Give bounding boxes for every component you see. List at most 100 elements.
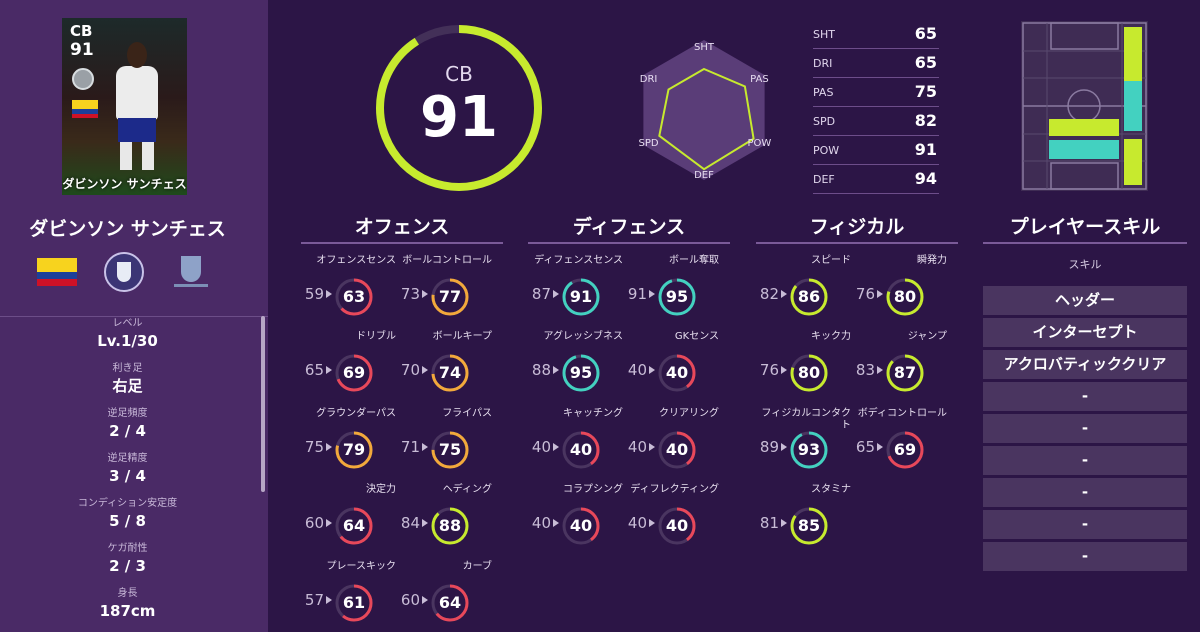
stat-item[interactable]: 決定力 60 64 [300,484,396,548]
stat-item[interactable]: スタミナ 81 85 [755,484,851,548]
arrow-right-icon [877,366,883,374]
stat-value: 40 [569,516,593,535]
stat-item[interactable]: ドリブル 65 69 [300,331,396,395]
stat-label: ジャンプ [907,331,947,342]
stat-item[interactable]: キャッチング 40 40 [527,408,623,472]
stat-item[interactable]: ジャンプ 83 87 [851,331,947,395]
stat-value: 64 [438,593,462,612]
stat-ring [562,431,600,469]
arrow-right-icon [422,366,428,374]
stat-item[interactable]: GKセンス 40 40 [623,331,719,395]
arrow-right-icon [781,366,787,374]
stat-label: 瞬発力 [917,255,947,266]
stat-ring [886,278,924,316]
stat-base-value: 40 [627,361,647,379]
stat-label: ボディコントロール [857,408,947,419]
arrow-right-icon [877,443,883,451]
stat-item[interactable]: クリアリング 40 40 [623,408,719,472]
summary-row-pas: PAS 75 [813,78,939,107]
pitch-zone-rwf [1124,27,1142,81]
stat-value: 91 [569,287,593,306]
skill-slot-6[interactable]: - [983,446,1187,475]
radar-label-def: DEF [694,170,714,181]
pitch-zone-cb [1049,140,1119,159]
skill-slot-5[interactable]: - [983,414,1187,443]
stat-ring [335,431,373,469]
skills-subheader: スキル [1068,258,1102,271]
stat-label: ディフレクティング [630,484,719,495]
stat-item[interactable]: オフェンスセンス 59 63 [300,255,396,319]
card-overall: 91 [70,40,94,60]
stat-item[interactable]: ボールコントロール 73 77 [396,255,492,319]
stat-value: 64 [342,516,366,535]
stat-item[interactable]: アグレッシブネス 88 95 [527,331,623,395]
stat-label: コラプシング [563,484,623,495]
stat-base-value: 89 [759,438,779,456]
arrow-right-icon [649,443,655,451]
stat-value: 75 [438,440,462,459]
stat-label: アグレッシブネス [543,331,624,342]
stat-label: ディフェンスセンス [534,255,623,266]
player-card[interactable]: CB 91 ダビンソン サンチェス [62,18,187,195]
stat-item[interactable]: カーブ 60 64 [396,561,492,625]
stat-item[interactable]: ディフェンスセンス 87 91 [527,255,623,319]
stat-base-value: 40 [531,514,551,532]
skill-slot-7[interactable]: - [983,478,1187,507]
arrow-right-icon [649,366,655,374]
summary-row-pow: POW 91 [813,136,939,165]
stat-item[interactable]: キック力 76 80 [755,331,851,395]
stat-base-value: 81 [759,514,779,532]
stat-item[interactable]: ヘディング 84 88 [396,484,492,548]
radar-label-pow: POW [748,138,772,149]
scrollbar[interactable] [261,316,265,492]
arrow-right-icon [422,443,428,451]
stat-base-value: 65 [304,361,324,379]
stat-item[interactable]: スピード 82 86 [755,255,851,319]
stat-ring [562,354,600,392]
section-defense: ディフェンス [528,212,730,244]
stat-item[interactable]: ディフレクティング 40 40 [623,484,719,548]
arrow-right-icon [781,290,787,298]
skill-slot-9[interactable]: - [983,542,1187,571]
stat-item[interactable]: グラウンダーパス 75 79 [300,408,396,472]
skill-slot-1[interactable]: ヘッダー [983,286,1187,315]
stat-base-value: 75 [304,438,324,456]
pitch-zone-rb [1124,139,1142,185]
stat-item[interactable]: ボディコントロール 65 69 [851,408,947,472]
summary-row-sht: SHT 65 [813,20,939,49]
stat-item[interactable]: 瞬発力 76 80 [851,255,947,319]
skill-slot-3[interactable]: アクロバティッククリア [983,350,1187,379]
section-physical: フィジカル [756,212,958,244]
stat-item[interactable]: コラプシング 40 40 [527,484,623,548]
stat-item[interactable]: プレースキック 57 61 [300,561,396,625]
stat-item[interactable]: ボール奪取 91 95 [623,255,719,319]
stat-label: グラウンダーパス [316,408,396,419]
stat-value: 61 [342,593,366,612]
skill-slot-4[interactable]: - [983,382,1187,411]
info-height: 身長 187cm [99,588,156,620]
skill-slot-2[interactable]: インターセプト [983,318,1187,347]
stat-label: フィジカルコンタクト [761,408,851,431]
stat-base-value: 73 [400,285,420,303]
stat-summary-list: SHT 65 DRI 65 PAS 75 SPD 82 POW 91 DEF 94 [813,20,939,194]
overall-position: CB [445,62,473,86]
stat-ring [790,354,828,392]
info-level: レベル Lv.1/30 [97,318,158,350]
card-position: CB [70,22,93,40]
stat-label: GKセンス [674,331,719,342]
stat-item[interactable]: フィジカルコンタクト 89 93 [755,408,851,472]
info-injury-resistance: ケガ耐性 2 / 3 [107,543,148,575]
arrow-right-icon [422,596,428,604]
stat-ring [790,278,828,316]
stat-label: キック力 [811,331,851,342]
info-weak-foot-usage: 逆足頻度 2 / 4 [107,408,148,440]
stat-label: ボール奪取 [669,255,719,266]
stat-value: 40 [665,440,689,459]
stat-item[interactable]: フライパス 71 75 [396,408,492,472]
stat-item[interactable]: ボールキープ 70 74 [396,331,492,395]
skill-slot-8[interactable]: - [983,510,1187,539]
stat-radar-chart: SHT PAS POW DEF SPD DRI [639,40,772,181]
info-foot: 利き足 右足 [112,363,143,395]
nationality-flag-icon [37,258,77,286]
stat-value: 88 [438,516,462,535]
